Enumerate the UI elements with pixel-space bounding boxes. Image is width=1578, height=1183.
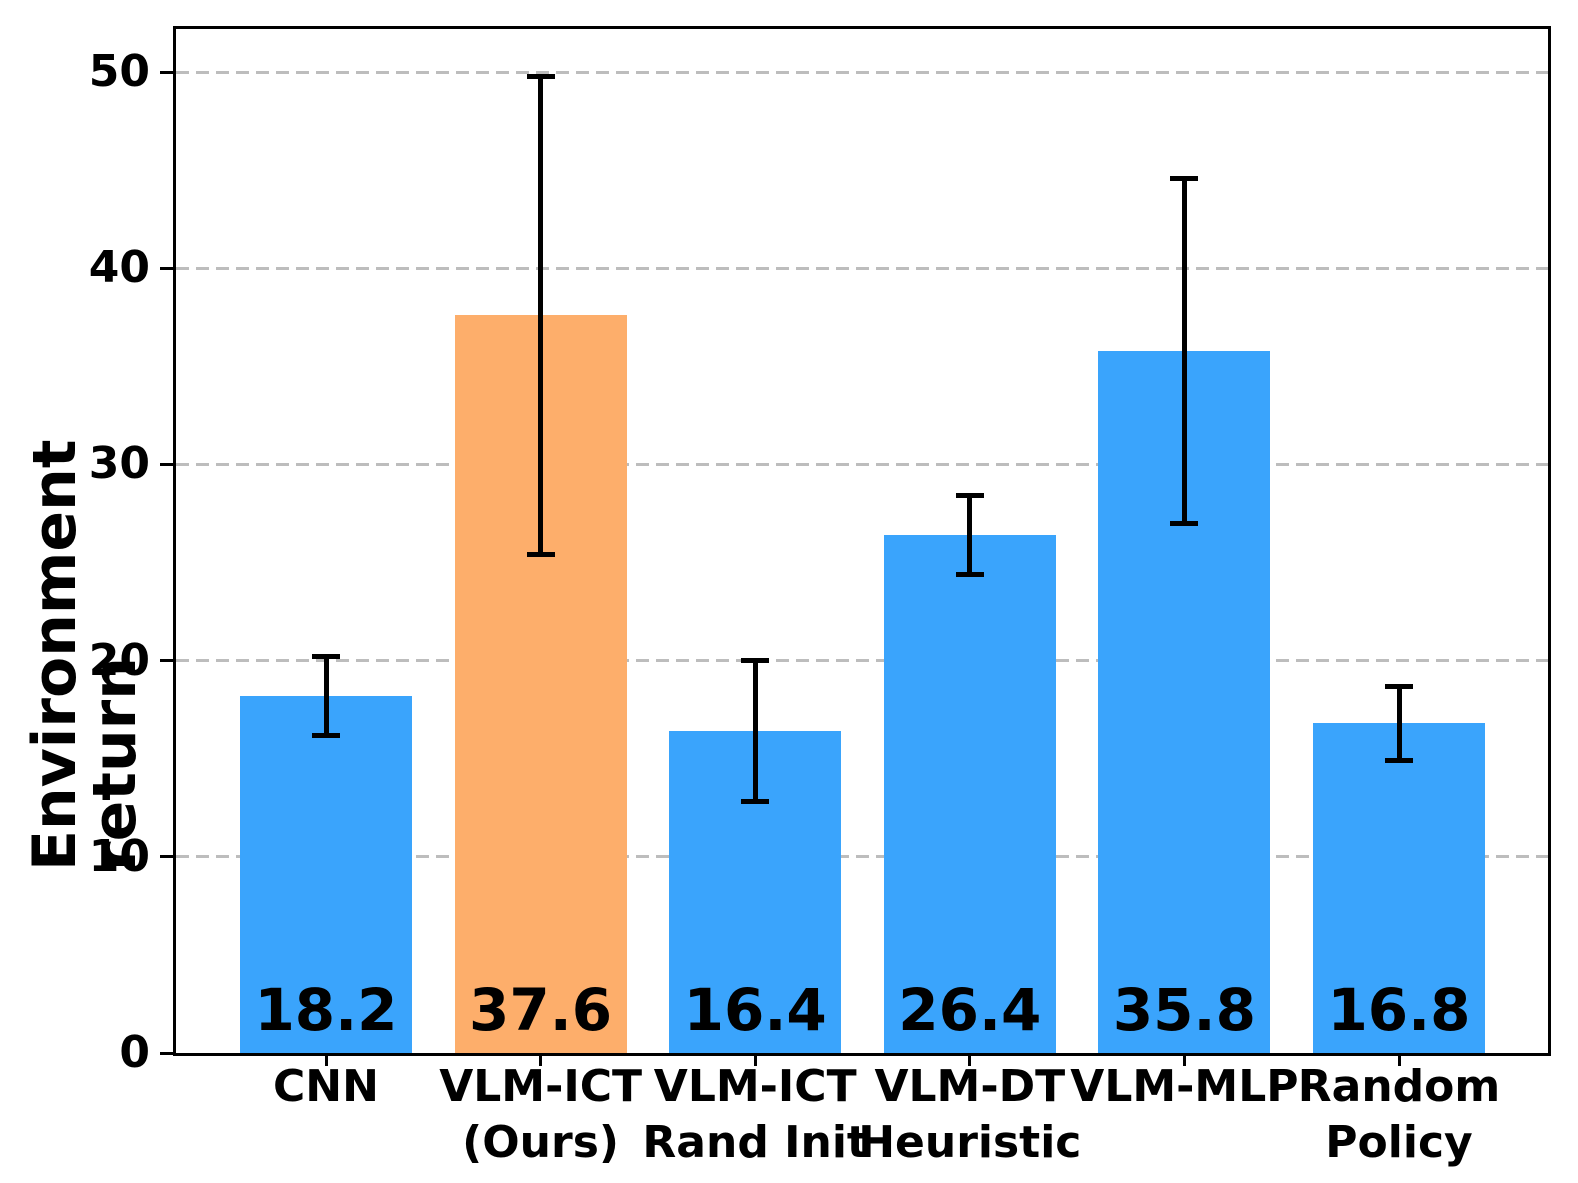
error-bar-1 — [323, 656, 329, 736]
y-tick-label-50: 50 — [88, 46, 150, 98]
error-bar-5 — [1181, 178, 1187, 524]
error-bar-cap-bottom-1 — [312, 732, 340, 738]
bar-value-label-5: 35.8 — [1112, 976, 1256, 1044]
error-bar-3 — [752, 660, 758, 802]
y-tick-label-10: 10 — [88, 830, 150, 882]
gridline-20 — [176, 659, 1548, 663]
x-tick-mark-5 — [1182, 1056, 1186, 1066]
error-bar-cap-top-2 — [526, 73, 555, 79]
y-tick-label-40: 40 — [88, 242, 150, 294]
x-tick-mark-4 — [968, 1056, 972, 1066]
y-tick-label-20: 20 — [88, 634, 150, 686]
x-tick-mark-2 — [539, 1056, 543, 1066]
error-bar-cap-top-6 — [1385, 683, 1413, 689]
error-bar-cap-bottom-5 — [1170, 520, 1199, 526]
error-bar-cap-bottom-2 — [526, 552, 555, 558]
y-tick-mark-30 — [160, 462, 173, 466]
error-bar-6 — [1396, 686, 1402, 761]
bar-value-label-2: 37.6 — [469, 976, 613, 1044]
y-tick-mark-50 — [160, 70, 173, 74]
x-tick-label-6: Random Policy — [1297, 1061, 1501, 1168]
x-tick-mark-1 — [324, 1056, 328, 1066]
x-tick-label-2: VLM-ICT (Ours) — [439, 1061, 642, 1168]
bar-4 — [883, 535, 1056, 1053]
error-bar-4 — [967, 495, 973, 575]
gridline-30 — [176, 462, 1548, 466]
bar-value-label-6: 16.8 — [1327, 976, 1471, 1044]
bar-value-label-3: 16.4 — [683, 976, 827, 1044]
x-tick-label-5: VLM-MLP — [1070, 1061, 1299, 1112]
bar-value-label-4: 26.4 — [898, 976, 1042, 1044]
gridline-50 — [176, 70, 1548, 74]
plot-area: 18.2 37.6 16.4 26.4 35.8 16.8 — [173, 26, 1551, 1056]
y-tick-mark-20 — [160, 659, 173, 663]
x-tick-mark-6 — [1397, 1056, 1401, 1066]
x-tick-mark-3 — [753, 1056, 757, 1066]
error-bar-cap-top-1 — [312, 654, 340, 660]
error-bar-cap-top-5 — [1170, 175, 1199, 181]
bar-6 — [1313, 723, 1485, 1053]
error-bar-cap-bottom-3 — [741, 799, 770, 805]
bar-value-label-1: 18.2 — [254, 976, 398, 1044]
y-tick-mark-0 — [160, 1051, 173, 1055]
x-tick-label-1: CNN — [273, 1061, 379, 1112]
error-bar-cap-bottom-4 — [955, 571, 984, 577]
error-bar-cap-top-4 — [955, 493, 984, 499]
y-tick-mark-10 — [160, 855, 173, 859]
bar-1 — [240, 695, 412, 1053]
y-tick-mark-40 — [160, 266, 173, 270]
y-axis-title: Environment return — [20, 439, 150, 871]
x-tick-label-4: VLM-DT Heuristic — [858, 1061, 1082, 1168]
y-tick-label-0: 0 — [119, 1027, 150, 1078]
y-tick-label-30: 30 — [88, 438, 150, 490]
error-bar-cap-top-3 — [741, 658, 770, 664]
error-bar-2 — [538, 76, 544, 555]
gridline-10 — [176, 855, 1548, 859]
error-bar-cap-bottom-6 — [1385, 758, 1413, 764]
gridline-40 — [176, 266, 1548, 270]
x-tick-label-3: VLM-ICT Rand Init — [642, 1061, 868, 1168]
